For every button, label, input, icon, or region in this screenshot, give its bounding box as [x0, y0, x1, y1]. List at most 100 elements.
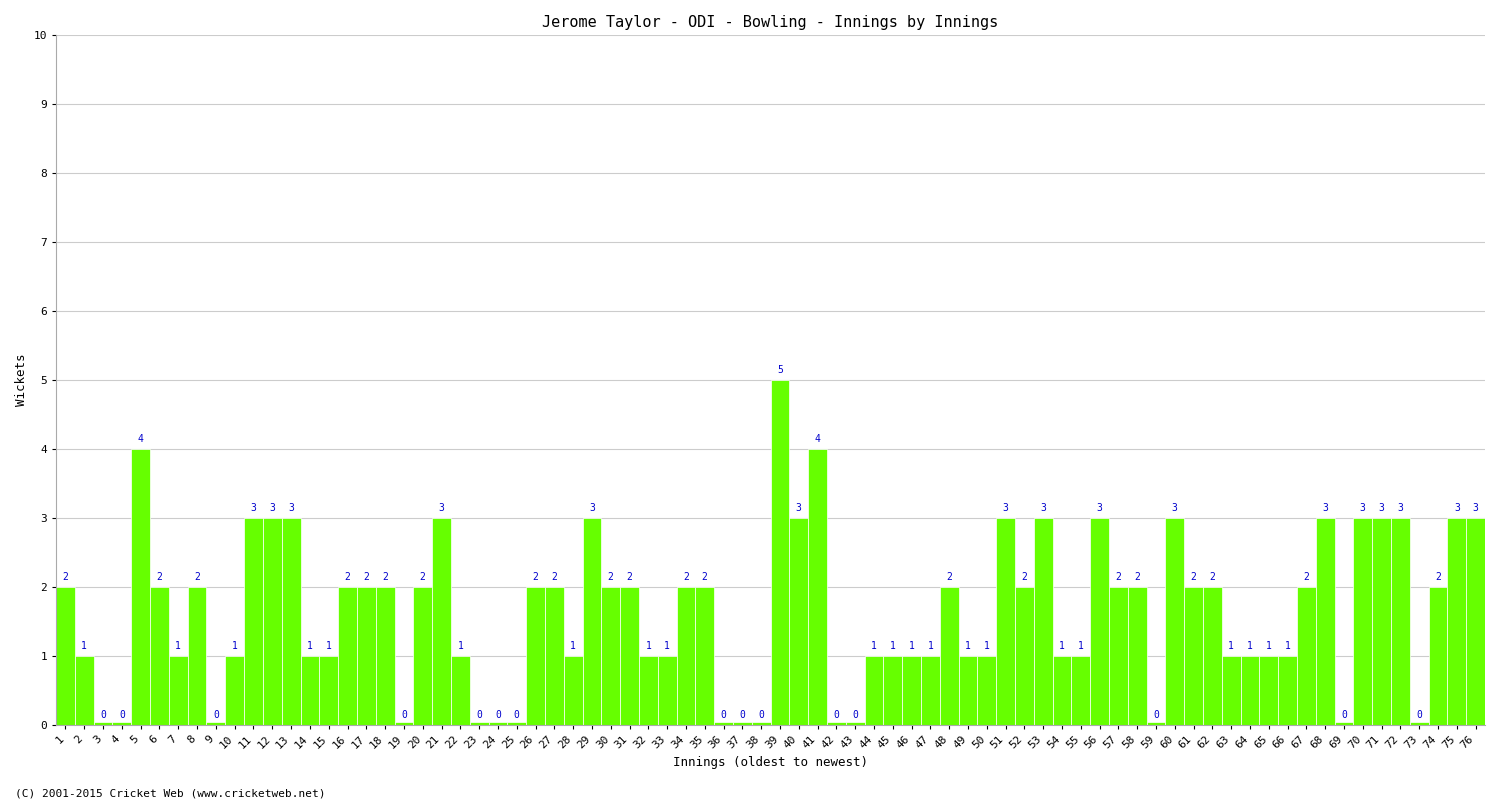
Bar — [958, 656, 978, 725]
Bar — [1184, 587, 1203, 725]
Bar — [564, 656, 582, 725]
Text: 0: 0 — [118, 710, 124, 720]
Text: 2: 2 — [1436, 572, 1442, 582]
Text: 3: 3 — [1322, 503, 1328, 513]
Bar — [1448, 518, 1466, 725]
Bar — [1166, 518, 1184, 725]
Text: 3: 3 — [288, 503, 294, 513]
Text: 2: 2 — [420, 572, 426, 582]
Bar — [1298, 587, 1316, 725]
Bar — [282, 518, 300, 725]
Text: 1: 1 — [1078, 641, 1083, 651]
Text: 2: 2 — [1191, 572, 1197, 582]
Text: 0: 0 — [100, 710, 106, 720]
Text: 1: 1 — [458, 641, 464, 651]
Text: 1: 1 — [890, 641, 896, 651]
Bar — [582, 518, 602, 725]
Bar — [75, 656, 93, 725]
Bar — [1372, 518, 1390, 725]
Bar — [714, 722, 734, 725]
Bar — [864, 656, 883, 725]
Text: 0: 0 — [834, 710, 840, 720]
Text: 3: 3 — [1454, 503, 1460, 513]
Text: 2: 2 — [532, 572, 538, 582]
Bar — [262, 518, 282, 725]
Text: 2: 2 — [363, 572, 369, 582]
Text: 1: 1 — [871, 641, 877, 651]
Text: 1: 1 — [326, 641, 332, 651]
Text: 3: 3 — [796, 503, 801, 513]
Bar — [526, 587, 544, 725]
Text: 4: 4 — [815, 434, 821, 444]
Bar — [1108, 587, 1128, 725]
Text: 0: 0 — [1154, 710, 1160, 720]
Text: 3: 3 — [1473, 503, 1479, 513]
Text: 0: 0 — [740, 710, 746, 720]
Text: 0: 0 — [1341, 710, 1347, 720]
Text: 2: 2 — [63, 572, 69, 582]
Text: 1: 1 — [664, 641, 670, 651]
Bar — [1410, 722, 1428, 725]
Text: 0: 0 — [400, 710, 406, 720]
Bar — [827, 722, 846, 725]
X-axis label: Innings (oldest to newest): Innings (oldest to newest) — [674, 756, 868, 769]
Bar — [1053, 656, 1071, 725]
Text: 1: 1 — [645, 641, 651, 651]
Bar — [620, 587, 639, 725]
Text: 3: 3 — [1096, 503, 1102, 513]
Title: Jerome Taylor - ODI - Bowling - Innings by Innings: Jerome Taylor - ODI - Bowling - Innings … — [543, 15, 999, 30]
Bar — [188, 587, 207, 725]
Text: 2: 2 — [702, 572, 708, 582]
Text: 3: 3 — [1002, 503, 1008, 513]
Bar — [244, 518, 262, 725]
Bar — [1240, 656, 1260, 725]
Text: 3: 3 — [1040, 503, 1046, 513]
Bar — [1278, 656, 1298, 725]
Bar — [432, 518, 451, 725]
Text: 3: 3 — [1360, 503, 1365, 513]
Text: 1: 1 — [984, 641, 990, 651]
Bar — [884, 656, 902, 725]
Text: 2: 2 — [552, 572, 558, 582]
Text: 3: 3 — [590, 503, 596, 513]
Text: 3: 3 — [1398, 503, 1404, 513]
Bar — [357, 587, 375, 725]
Text: 2: 2 — [1116, 572, 1122, 582]
Text: 5: 5 — [777, 366, 783, 375]
Bar — [1016, 587, 1034, 725]
Text: 2: 2 — [1134, 572, 1140, 582]
Bar — [639, 656, 657, 725]
Text: 1: 1 — [1284, 641, 1290, 651]
Bar — [676, 587, 696, 725]
Bar — [1466, 518, 1485, 725]
Y-axis label: Wickets: Wickets — [15, 354, 28, 406]
Text: 1: 1 — [909, 641, 915, 651]
Text: 1: 1 — [176, 641, 181, 651]
Text: 1: 1 — [1059, 641, 1065, 651]
Text: 0: 0 — [1416, 710, 1422, 720]
Text: 2: 2 — [1304, 572, 1310, 582]
Bar — [320, 656, 338, 725]
Bar — [544, 587, 564, 725]
Bar — [1203, 587, 1222, 725]
Text: 2: 2 — [156, 572, 162, 582]
Text: 0: 0 — [852, 710, 858, 720]
Bar — [1128, 587, 1146, 725]
Bar — [1090, 518, 1108, 725]
Text: 2: 2 — [1209, 572, 1215, 582]
Text: 1: 1 — [232, 641, 237, 651]
Text: 2: 2 — [1022, 572, 1028, 582]
Text: 3: 3 — [438, 503, 444, 513]
Text: 1: 1 — [308, 641, 314, 651]
Text: 2: 2 — [946, 572, 952, 582]
Text: 1: 1 — [1228, 641, 1234, 651]
Bar — [1390, 518, 1410, 725]
Text: 1: 1 — [81, 641, 87, 651]
Bar — [978, 656, 996, 725]
Bar — [921, 656, 940, 725]
Bar — [375, 587, 394, 725]
Bar — [56, 587, 75, 725]
Bar — [734, 722, 752, 725]
Bar — [170, 656, 188, 725]
Bar — [112, 722, 132, 725]
